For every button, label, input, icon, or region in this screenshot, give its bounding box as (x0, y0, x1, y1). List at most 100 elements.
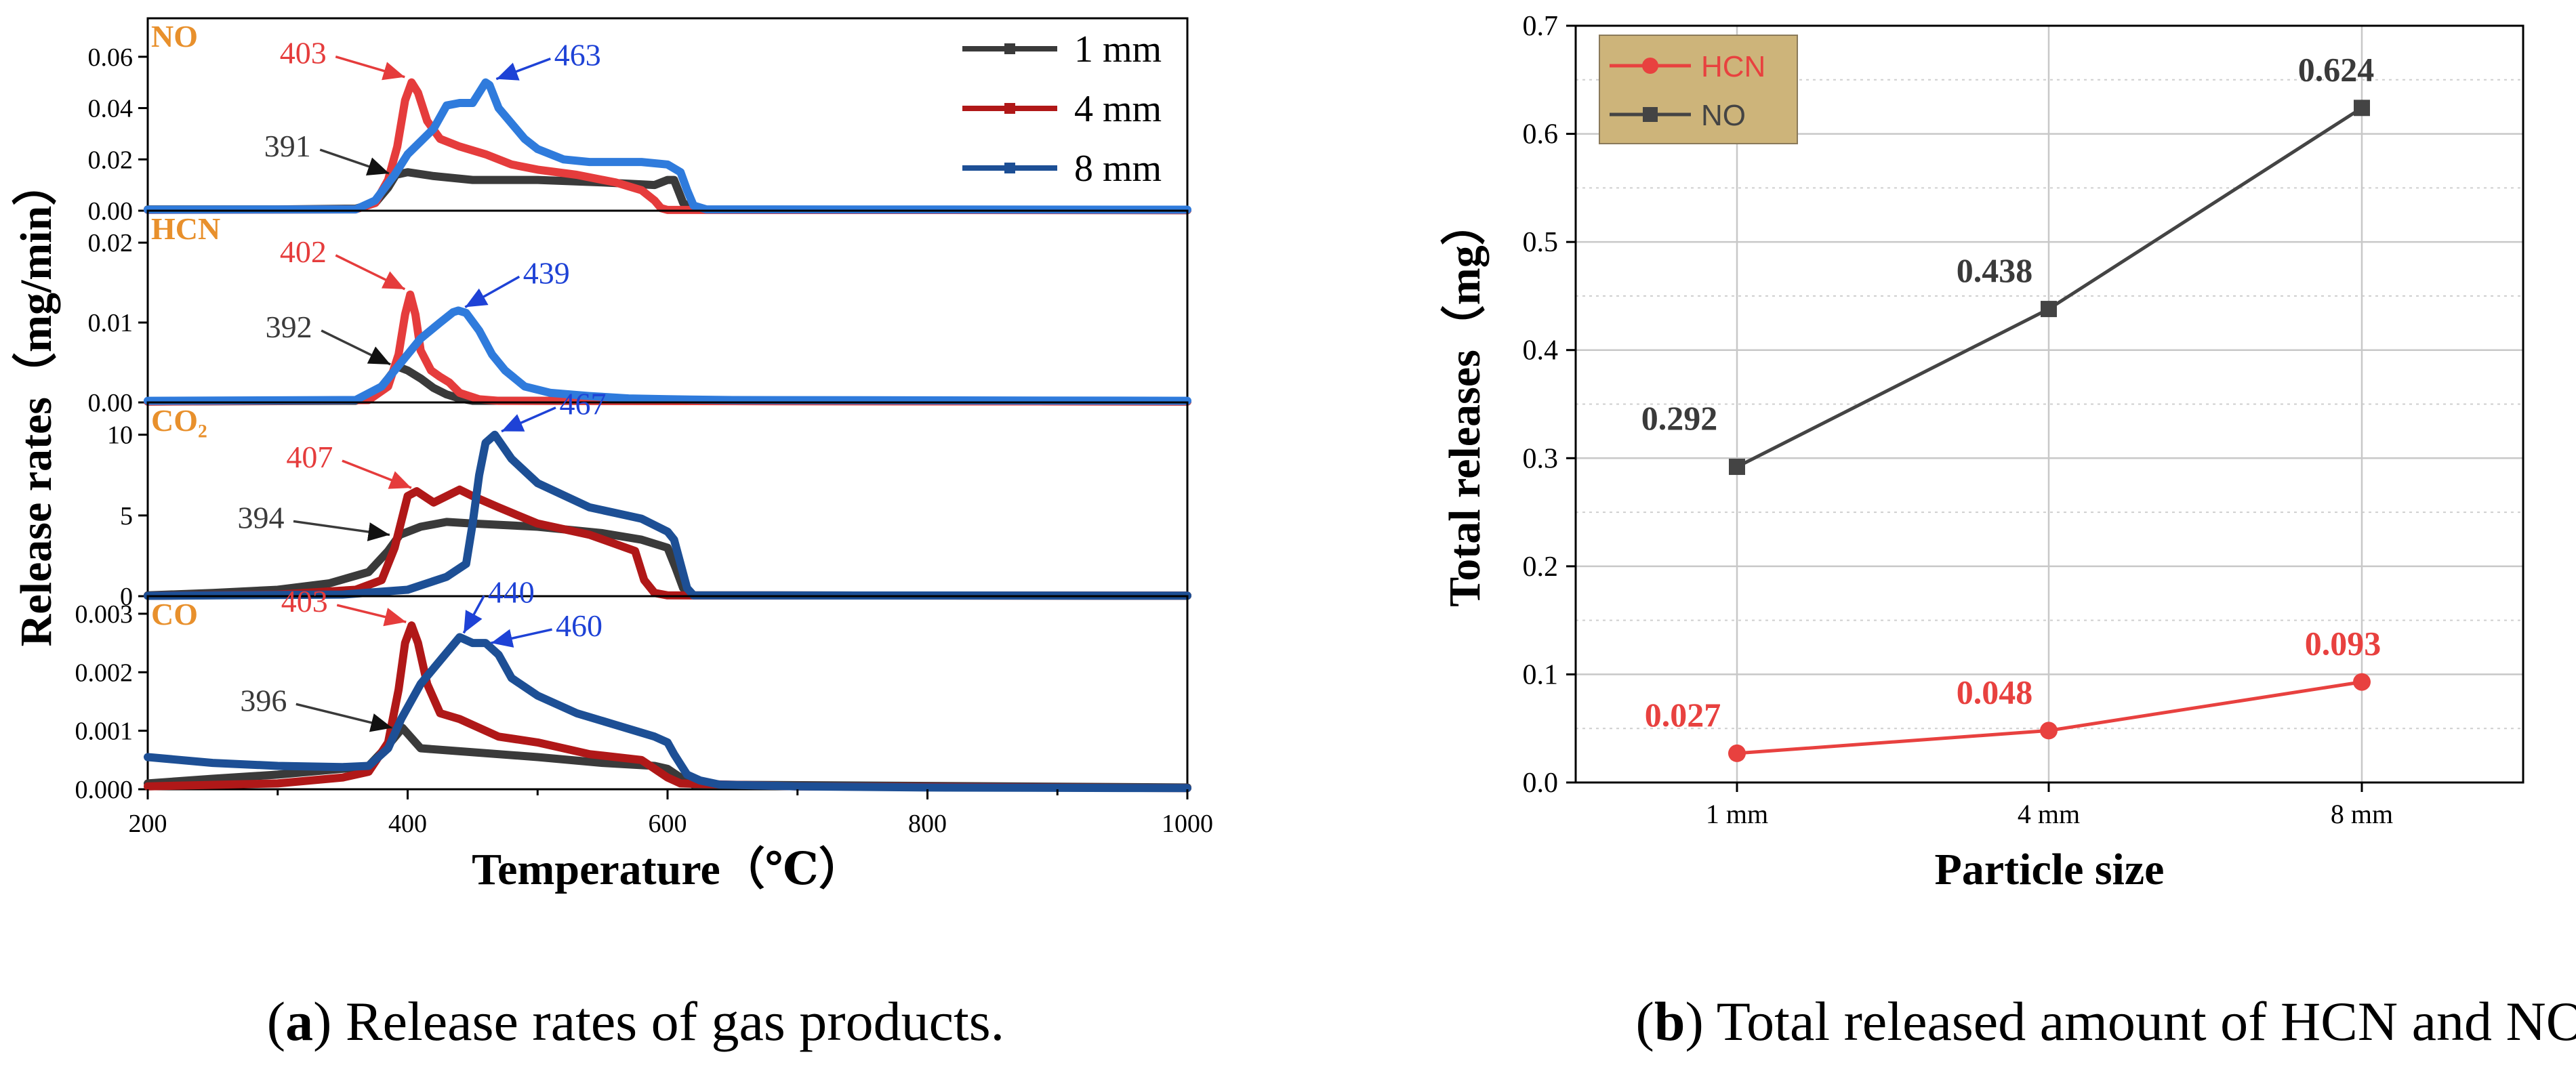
annotation-label: 439 (523, 255, 570, 290)
annotation-arrow (321, 329, 391, 366)
annotation-label: 394 (237, 500, 284, 535)
annotation-label: 467 (559, 387, 606, 421)
y-tick-label: 0.00 (88, 389, 134, 417)
y-tick-label: 0.1 (1523, 659, 1559, 690)
x-tick-label: 1 mm (1706, 799, 1768, 829)
figure-captions: (a) Release rates of gas products. (b) To… (267, 990, 2576, 1052)
caption-paren: ( (1636, 990, 1654, 1052)
y-tick-label: 0.02 (88, 229, 134, 257)
annotation-arrow (319, 148, 390, 176)
y-tick-label: 0.02 (88, 146, 134, 174)
annotation-arrow (293, 520, 390, 541)
subplot-hcn: 0.00 0.01 0.02 HCN 402 439 392 (88, 209, 1191, 417)
series-line-4-mm (144, 78, 1191, 215)
annotation-label: 391 (264, 129, 311, 163)
series-line-4-mm (144, 485, 1191, 600)
annotation-label: 392 (266, 310, 312, 344)
series-no: 0.292 0.438 0.624 (1641, 50, 2375, 476)
series-hcn: 0.027 0.048 0.093 (1645, 625, 2381, 762)
gas-label: CO (151, 597, 198, 631)
x-axis-title: Particle size (1935, 845, 2165, 894)
legend-label-8-mm: 8 mm (1074, 148, 1162, 190)
subplot-no: 0.00 0.02 0.04 0.06 NO 403 463 391 (88, 17, 1191, 226)
annotation-label: 402 (280, 234, 327, 269)
y-tick-label: 0.001 (75, 717, 134, 746)
y-axis-title: Release rates（mg/min） (11, 161, 61, 647)
x-tick-label: 1000 (1162, 810, 1213, 838)
data-label-no: 0.624 (2298, 50, 2375, 88)
annotation-label: 460 (556, 608, 602, 643)
annotation-label: 403 (281, 584, 328, 619)
x-tick-label: 800 (908, 810, 947, 838)
y-tick-label: 0.01 (88, 309, 134, 337)
data-label-no: 0.438 (1957, 251, 2033, 289)
y-tick-label: 10 (107, 421, 133, 450)
data-point-hcn (2040, 722, 2058, 740)
y-tick-label: 0.003 (75, 600, 134, 629)
legend-marker-1-mm (1004, 43, 1015, 54)
y-tick-label: 0.2 (1523, 551, 1559, 583)
annotation-arrow (462, 595, 485, 634)
x-tick-label: 600 (649, 810, 687, 838)
caption-a: (a) Release rates of gas products. (267, 990, 1004, 1052)
y-tick-label: 0.5 (1523, 227, 1559, 258)
gas-label: CO₂ (151, 403, 207, 438)
y-tick-label: 0.04 (88, 95, 134, 123)
y-tick-label: 0.3 (1523, 443, 1559, 474)
data-point-no (1729, 459, 1745, 476)
annotation-arrow (491, 628, 552, 648)
annotation-label: 403 (280, 36, 327, 70)
y-tick-label: 5 (120, 502, 133, 530)
series-line-8-mm (144, 306, 1191, 405)
x-tick-label: 400 (388, 810, 427, 838)
legend-marker-8-mm (1004, 163, 1015, 173)
series-line-1-mm (144, 724, 1191, 792)
legend-label-1-mm: 1 mm (1074, 28, 1162, 70)
y-axis-title: Total releases（mg） (1439, 201, 1490, 606)
annotation-label: 463 (554, 38, 601, 72)
annotation-label: 396 (240, 683, 287, 717)
data-point-hcn (1728, 744, 1746, 762)
caption-b: (b) Total released amount of HCN and NO. (1636, 990, 2576, 1052)
legend-a: 1 mm 4 mm 8 mm (962, 28, 1162, 190)
series-line-8-mm (144, 430, 1191, 600)
series-line-1-mm (144, 168, 1191, 215)
x-tick-label: 200 (129, 810, 167, 838)
annotation-arrow (495, 58, 551, 81)
annotation-arrow (464, 275, 520, 308)
y-tick-label: 0.4 (1523, 335, 1559, 367)
series-line-8-mm (144, 78, 1191, 214)
legend-label-no: NO (1701, 99, 1746, 132)
caption-text: ) Total released amount of HCN and NO. (1685, 990, 2576, 1052)
legend-box (1599, 35, 1798, 144)
gas-label: NO (151, 19, 198, 54)
legend-marker-hcn (1642, 58, 1658, 74)
y-tick-label: 0.000 (75, 776, 134, 804)
y-tick-label: 0 (120, 583, 133, 611)
legend-label-4-mm: 4 mm (1074, 88, 1162, 130)
x-axis-title: Temperature（℃） (472, 844, 863, 894)
caption-paren: ( (267, 990, 285, 1052)
data-point-hcn (2353, 673, 2371, 691)
data-label-hcn: 0.048 (1957, 673, 2033, 711)
x-tick-label: 8 mm (2331, 799, 2393, 829)
annotation-arrow (295, 703, 393, 732)
data-point-no (2041, 301, 2057, 318)
legend-b: HCN NO (1599, 35, 1798, 144)
data-label-no: 0.292 (1641, 399, 1718, 437)
y-tick-label: 0.6 (1523, 119, 1559, 150)
gas-label: HCN (151, 211, 220, 246)
subplot-frame (146, 401, 1189, 598)
annotation-arrow (335, 254, 406, 291)
x-tick-label: 4 mm (2018, 799, 2080, 829)
annotation-arrow (501, 406, 556, 433)
data-point-no (2354, 100, 2370, 117)
caption-text: ) Release rates of gas products. (313, 990, 1004, 1052)
data-label-hcn: 0.027 (1645, 696, 1721, 734)
subplot-frame (146, 595, 1189, 791)
y-tick-label: 0.06 (88, 43, 134, 72)
panel-a-release-rates: 0.00 0.02 0.04 0.06 NO 403 463 391 0.00 0.01 0.02 H… (11, 17, 1213, 894)
annotation-label: 407 (286, 440, 333, 474)
panel-b-total-releases: 0.0 0.1 0.2 0.3 0.4 0.5 0.6 0.7 1 mm 4 mm 8 mm Part… (1439, 11, 2524, 894)
